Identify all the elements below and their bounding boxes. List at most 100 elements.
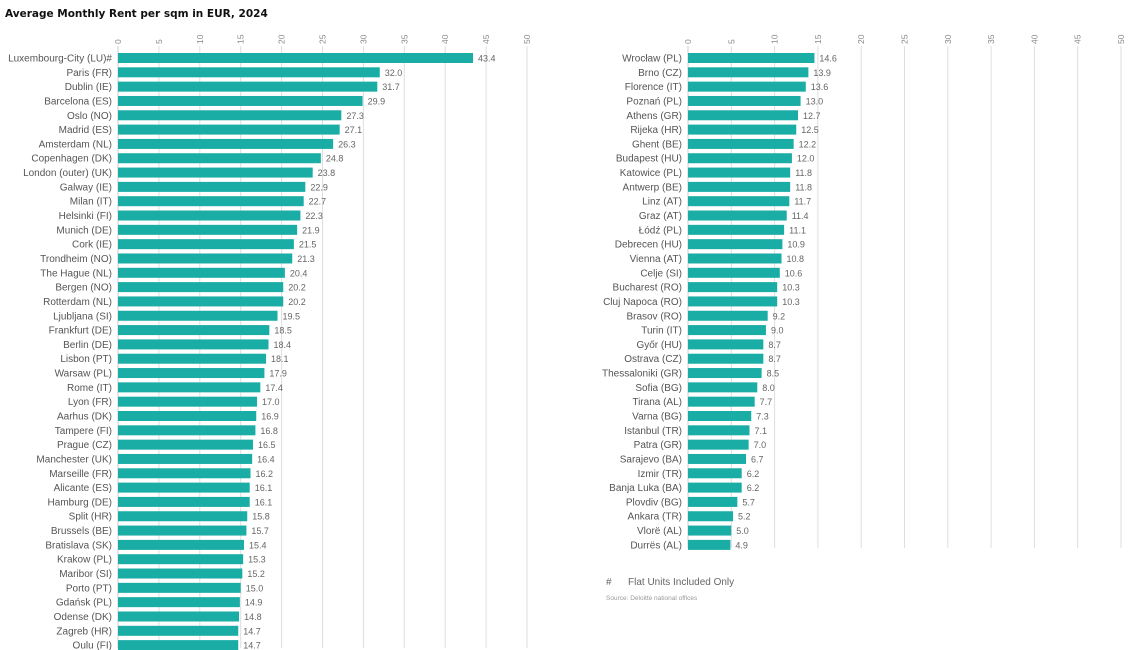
value-label-right-32: 5.2 [738,512,751,522]
x-tick-right-30: 30 [943,34,953,44]
bar-right-30 [688,482,742,493]
category-label-left-12: Munich (DE) [56,225,112,236]
category-label-right-14: Vienna (AT) [630,254,682,265]
category-label-left-21: Lisbon (PT) [60,354,112,365]
bar-left-22 [118,368,265,379]
value-label-left-1: 32.0 [385,68,403,78]
bar-left-28 [118,453,253,464]
bar-left-31 [118,496,250,507]
x-tick-right-25: 25 [900,34,910,44]
bar-left-0 [118,53,474,63]
bar-right-10 [688,196,790,207]
value-label-left-6: 26.3 [338,139,356,149]
category-label-right-11: Graz (AT) [639,211,682,222]
category-label-left-40: Zagreb (HR) [56,626,112,637]
value-label-left-33: 15.7 [251,526,269,536]
category-label-right-1: Brno (CZ) [638,68,682,79]
bar-left-7 [118,153,321,164]
bar-left-20 [118,339,269,350]
category-label-left-2: Dublin (IE) [65,82,112,93]
x-tick-right-15: 15 [813,34,823,44]
x-tick-right-35: 35 [986,34,996,44]
bar-left-30 [118,482,250,493]
bar-left-25 [118,411,257,421]
category-label-right-29: Izmir (TR) [638,469,682,480]
value-label-left-11: 22.3 [305,211,323,221]
bar-left-26 [118,425,256,436]
value-label-left-4: 27.3 [346,111,364,121]
value-label-left-35: 15.3 [248,555,266,565]
x-tick-left-40: 40 [440,34,450,44]
category-label-left-19: Frankfurt (DE) [49,326,112,337]
bar-right-5 [688,124,797,135]
category-label-left-16: Bergen (NO) [55,283,112,294]
bar-left-14 [118,253,293,264]
category-label-right-8: Katowice (PL) [620,168,682,179]
category-label-left-37: Porto (PT) [66,583,112,594]
category-label-left-17: Rotterdam (NL) [43,297,112,308]
bar-left-5 [118,124,340,135]
bar-right-7 [688,153,792,164]
bar-right-0 [688,53,815,63]
bar-right-22 [688,368,762,379]
bar-left-38 [118,597,240,608]
category-label-right-12: Łódź (PL) [639,225,682,236]
bar-left-21 [118,353,267,364]
category-label-left-11: Helsinki (FI) [59,211,112,222]
bar-left-13 [118,239,294,250]
value-label-right-18: 9.2 [773,311,786,321]
category-label-right-4: Athens (GR) [626,111,682,122]
category-label-right-26: Istanbul (TR) [624,426,682,437]
bar-right-17 [688,296,778,307]
value-label-right-21: 8.7 [768,354,781,364]
category-label-right-27: Patra (GR) [634,440,682,451]
value-label-left-13: 21.5 [299,240,317,250]
category-label-left-34: Bratislava (SK) [45,540,112,551]
value-label-right-0: 14.6 [819,54,837,64]
category-label-left-1: Paris (FR) [66,68,112,79]
bar-left-32 [118,511,248,522]
value-label-right-23: 8.0 [762,383,775,393]
x-tick-left-5: 5 [154,39,164,44]
value-label-left-39: 14.8 [244,612,262,622]
category-label-left-8: London (outer) (UK) [23,168,112,179]
value-label-right-2: 13.6 [811,82,829,92]
value-label-right-5: 12.5 [801,125,819,135]
category-label-left-4: Oslo (NO) [67,111,112,122]
x-tick-left-20: 20 [277,34,287,44]
value-label-left-19: 18.5 [274,326,292,336]
category-label-left-7: Copenhagen (DK) [31,154,112,165]
bar-left-4 [118,110,342,121]
bar-left-15 [118,267,285,278]
value-label-left-3: 29.9 [368,96,386,106]
bar-left-35 [118,554,244,565]
value-label-left-29: 16.2 [256,469,274,479]
value-label-left-5: 27.1 [345,125,363,135]
value-label-right-28: 6.7 [751,454,764,464]
category-label-right-15: Celje (SI) [640,268,682,279]
category-label-left-9: Galway (IE) [60,182,112,193]
x-tick-right-45: 45 [1073,34,1083,44]
value-label-right-1: 13.9 [813,68,831,78]
x-tick-right-10: 10 [770,34,780,44]
bar-right-1 [688,67,809,78]
bar-right-26 [688,425,750,436]
value-label-left-9: 22.9 [310,182,328,192]
bar-right-34 [688,539,731,550]
bar-right-19 [688,325,766,336]
value-label-right-29: 6.2 [747,469,760,479]
bar-right-20 [688,339,764,350]
bar-right-12 [688,224,785,235]
category-label-left-38: Gdańsk (PL) [56,598,112,609]
x-tick-right-50: 50 [1116,34,1126,44]
category-label-left-0: Luxembourg-City (LU)# [8,54,112,65]
category-label-left-33: Brussels (BE) [51,526,112,537]
category-label-right-3: Poznań (PL) [626,96,682,107]
value-label-right-9: 11.8 [795,182,812,192]
bar-right-8 [688,167,791,178]
bar-left-1 [118,67,380,78]
bar-left-10 [118,196,304,207]
category-label-right-2: Florence (IT) [625,82,682,93]
footnote-text: Flat Units Included Only [628,577,735,588]
category-label-right-18: Brasov (RO) [626,311,682,322]
